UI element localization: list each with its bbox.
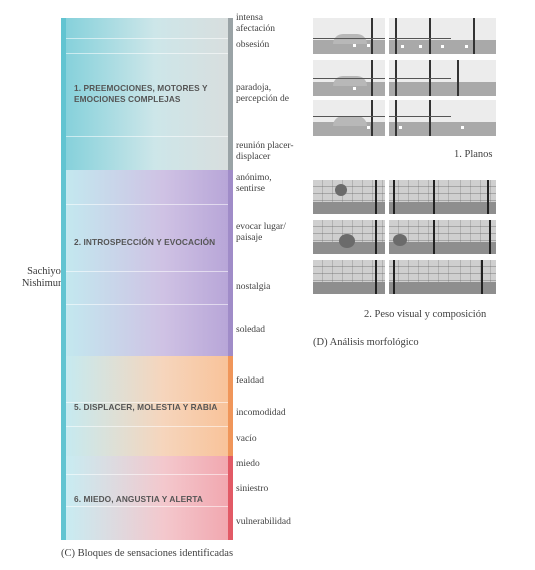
label-vacio: vacío <box>236 434 257 444</box>
block-title: 1. PREEMOCIONES, MOTORES Y EMOCIONES COM… <box>74 83 208 104</box>
spine-bar <box>61 18 66 540</box>
label-evocar: evocar lugar/ paisaje <box>236 222 286 243</box>
block-preemociones: 1. PREEMOCIONES, MOTORES Y EMOCIONES COM… <box>66 18 228 170</box>
label-miedo: miedo <box>236 459 260 469</box>
label-siniestro: siniestro <box>236 484 269 494</box>
bar-block-3 <box>228 356 233 456</box>
label-paradoja: paradoja, percepción de <box>236 83 290 104</box>
caption-d: (D) Análisis morfológico <box>313 337 419 348</box>
label-fealdad: fealdad <box>236 376 264 386</box>
label-nostalgia: nostalgia <box>236 282 271 292</box>
block-title: 6. MIEDO, ANGUSTIA Y ALERTA <box>74 494 204 504</box>
block-introspeccion: 2. INTROSPECCIÓN Y EVOCACIÓN <box>66 170 228 356</box>
caption-planos: 1. Planos <box>454 149 493 160</box>
block-title: 5. DISPLACER, MOLESTIA Y RABIA <box>74 402 218 412</box>
label-anonimo: anónimo, sentirse <box>236 173 272 194</box>
author-name: Sachiyo Nishimura <box>21 266 67 289</box>
block-miedo: 6. MIEDO, ANGUSTIA Y ALERTA <box>66 456 228 540</box>
bar-block-1 <box>228 18 233 170</box>
label-reunion: reunión placer-displacer <box>236 141 294 162</box>
label-intensa-afectacion: intensa afectación <box>236 13 276 34</box>
block-displacer: 5. DISPLACER, MOLESTIA Y RABIA <box>66 356 228 456</box>
peso-visual-grid <box>313 180 498 298</box>
caption-c: (C) Bloques de sensaciones identificadas <box>61 548 234 559</box>
label-vulnerabilidad: vulnerabilidad <box>236 517 291 527</box>
caption-peso-visual: 2. Peso visual y composición <box>364 309 487 320</box>
label-incomodidad: incomodidad <box>236 408 286 418</box>
bar-block-2 <box>228 170 233 356</box>
bar-block-4 <box>228 456 233 540</box>
block-title: 2. INTROSPECCIÓN Y EVOCACIÓN <box>74 237 216 247</box>
label-soledad: soledad <box>236 325 266 335</box>
label-obsesion: obsesión <box>236 40 270 50</box>
planos-grid <box>313 18 498 136</box>
